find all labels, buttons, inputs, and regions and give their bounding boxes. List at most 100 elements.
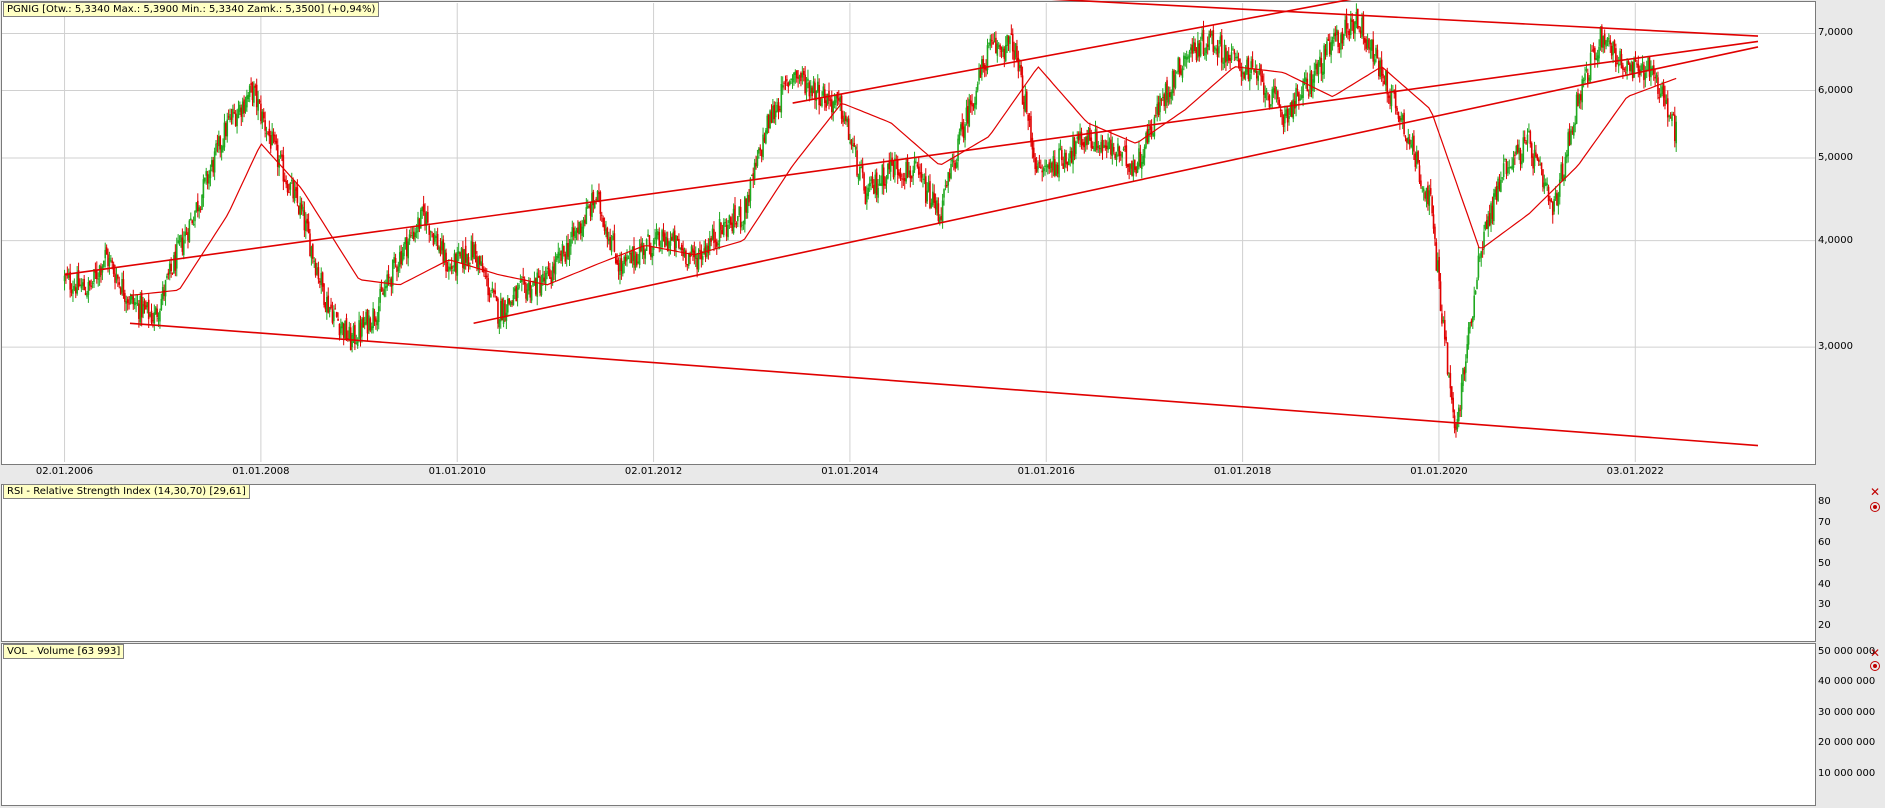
candle-body (1244, 69, 1247, 76)
candle-body (290, 179, 293, 181)
candle-body (814, 82, 816, 100)
candle-body (877, 187, 879, 198)
x-tick-label: 01.01.2008 (232, 466, 290, 477)
candle-body (201, 194, 203, 210)
candle-body (1432, 214, 1435, 229)
price-y-tick-label: 7,0000 (1818, 27, 1853, 39)
candle-body (1389, 95, 1391, 104)
candle-body (1298, 92, 1300, 102)
candle-body (1341, 31, 1344, 44)
candle-body (1188, 51, 1191, 54)
candle-body (1455, 426, 1457, 431)
candle-body (1550, 199, 1553, 202)
candle-body (1615, 48, 1617, 67)
candle-body (1121, 152, 1123, 158)
candle-body (1069, 151, 1072, 159)
candle-body (1138, 148, 1140, 167)
candle-body (313, 260, 316, 262)
candle-body (502, 303, 505, 324)
candle-body (1435, 242, 1438, 271)
candle-body (499, 301, 502, 322)
candle-body (1307, 94, 1310, 96)
candle-body (1155, 115, 1157, 117)
candle-body (902, 178, 905, 180)
candle-body (860, 167, 863, 169)
candle-body (1491, 205, 1494, 220)
candle-body (624, 256, 627, 262)
candle-body (1260, 64, 1262, 77)
candle-body (826, 94, 829, 104)
candle-body (1197, 40, 1199, 58)
rsi-settings-icon[interactable] (1870, 502, 1880, 512)
candle-body (1385, 70, 1387, 86)
candle-body (1335, 29, 1338, 35)
candle-body (549, 269, 551, 279)
candle-body (1048, 162, 1051, 169)
candle-body (898, 172, 900, 177)
candle-body (853, 142, 856, 147)
candle-body (693, 250, 696, 258)
price-panel[interactable] (1, 1, 1816, 465)
candle-body (1442, 319, 1445, 322)
candle-body (1241, 72, 1244, 75)
rsi-close-icon[interactable]: ✕ (1869, 485, 1881, 499)
candle-body (882, 167, 885, 186)
candle-body (1598, 46, 1600, 59)
candle-body (867, 187, 870, 197)
candle-body (957, 138, 959, 162)
candle-body (1177, 57, 1180, 72)
candle-body (1462, 367, 1464, 387)
volume-close-icon[interactable]: ✕ (1869, 646, 1881, 660)
candle-body (87, 282, 90, 295)
candle-body (1509, 166, 1512, 168)
candle-body (1464, 361, 1467, 373)
candle-body (1059, 148, 1062, 151)
volume-settings-icon[interactable] (1870, 661, 1880, 671)
candle-body (1459, 409, 1461, 411)
candle-body (306, 218, 309, 224)
candle-body (1101, 139, 1104, 152)
candle-body (474, 244, 477, 254)
candle-body (1017, 57, 1020, 72)
candle-body (488, 293, 491, 296)
candle-body (1425, 187, 1428, 200)
candle-body (974, 102, 976, 109)
candle-body (194, 210, 196, 222)
candle-body (731, 222, 734, 232)
candle-body (540, 283, 543, 296)
candle-body (234, 113, 237, 126)
candle-body (787, 82, 790, 88)
candle-body (730, 217, 732, 225)
candle-body (802, 71, 805, 75)
candle-body (327, 295, 330, 313)
candle-body (359, 322, 362, 338)
candle-body (211, 160, 213, 167)
candle-body (1650, 66, 1652, 78)
candle-body (1014, 43, 1017, 58)
candle-body (323, 283, 325, 305)
candle-body (1180, 70, 1182, 76)
candle-body (575, 230, 578, 233)
candle-body (1061, 149, 1063, 161)
candle-body (1467, 327, 1470, 345)
candle-body (1305, 77, 1307, 82)
candle-body (453, 253, 456, 268)
rsi-y-tick-label: 80 (1818, 496, 1831, 508)
rsi-panel[interactable] (1, 484, 1816, 642)
candle-body (1407, 137, 1410, 144)
candle-body (1476, 280, 1478, 290)
candle-body (88, 280, 91, 286)
candle-body (404, 237, 407, 245)
candle-body (1505, 161, 1508, 175)
candle-body (1372, 39, 1375, 62)
candle-body (724, 222, 726, 224)
candle-body (617, 263, 620, 272)
candle-body (132, 296, 135, 305)
candle-body (1027, 114, 1029, 121)
volume-panel[interactable] (1, 643, 1816, 806)
candle-body (283, 179, 286, 182)
candle-body (735, 223, 738, 225)
candle-body (361, 319, 363, 337)
rsi-y-tick-label: 60 (1818, 537, 1831, 549)
candle-body (1543, 182, 1546, 189)
